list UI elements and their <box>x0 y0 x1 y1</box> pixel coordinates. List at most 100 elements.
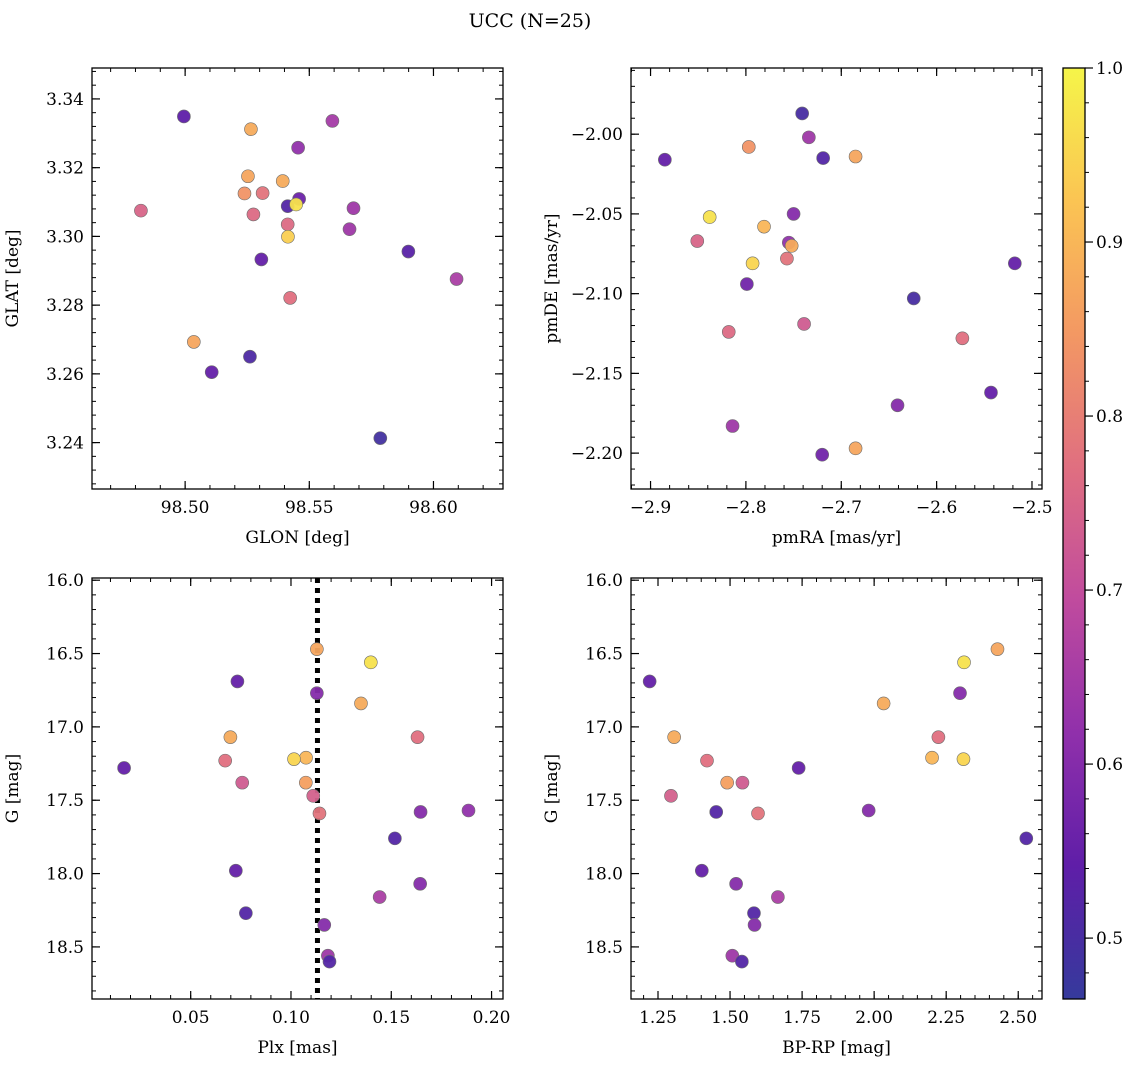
x-axis-label: BP-RP [mag] <box>782 1038 891 1058</box>
data-point <box>218 753 232 768</box>
data-point <box>725 419 740 433</box>
y-tick-label: 18.5 <box>46 938 84 958</box>
data-point <box>771 890 785 904</box>
data-point <box>410 730 425 744</box>
y-tick-label: −2.10 <box>571 285 623 305</box>
data-point <box>700 753 714 768</box>
data-point <box>388 831 402 846</box>
data-point <box>413 877 427 891</box>
data-point <box>289 197 303 212</box>
y-tick-label: 16.5 <box>585 645 623 665</box>
data-point <box>325 114 340 128</box>
y-tick-label: 17.5 <box>585 791 623 811</box>
x-axis-label: pmRA [mas/yr] <box>772 528 901 548</box>
x-tick-label: 0.20 <box>473 1008 511 1028</box>
data-point <box>246 207 261 222</box>
y-tick-label: −2.20 <box>571 444 623 464</box>
data-point <box>795 106 809 121</box>
data-point <box>957 655 971 670</box>
data-point <box>791 761 806 775</box>
data-point <box>667 730 681 744</box>
data-point <box>890 398 905 413</box>
data-point <box>747 918 762 932</box>
data-point <box>449 272 464 286</box>
data-point <box>401 244 416 259</box>
data-point <box>283 291 297 305</box>
y-axis-label: G [mag] <box>542 754 562 823</box>
x-tick-label: −2.5 <box>1011 498 1052 518</box>
data-point <box>354 696 368 711</box>
data-point <box>254 252 269 267</box>
data-point <box>310 642 324 656</box>
plot-frame <box>630 67 1043 490</box>
data-point <box>229 863 243 878</box>
x-tick-label: 2.50 <box>999 1008 1037 1028</box>
y-tick-label: 17.0 <box>46 718 84 738</box>
data-point <box>695 863 709 878</box>
x-tick-label: 0.10 <box>272 1008 310 1028</box>
data-point <box>306 789 321 803</box>
x-tick-label: 1.75 <box>783 1008 821 1028</box>
data-point <box>461 803 476 818</box>
x-axis-label: Plx [mas] <box>257 1038 337 1058</box>
colorbar-tick-label: 0.8 <box>1096 407 1123 427</box>
data-point <box>1008 256 1022 271</box>
y-tick-label: −2.05 <box>571 205 623 225</box>
y-tick-label: −2.00 <box>571 125 623 145</box>
panel-bprp-g: 1.25 1.50 1.75 2.00 2.25 2.50 16.0 16.5 17.0 17.5… <box>542 571 1043 1058</box>
data-point <box>241 169 255 184</box>
data-point <box>747 906 761 920</box>
y-tick-label: 18.0 <box>46 865 84 885</box>
plot-frame <box>91 67 504 490</box>
data-point <box>740 277 754 291</box>
plot-frame <box>630 577 1043 1000</box>
x-tick-label: −2.9 <box>630 498 671 518</box>
data-point <box>848 441 863 456</box>
data-point <box>816 151 830 165</box>
x-axis-label: GLON [deg] <box>245 528 349 548</box>
data-point <box>372 890 387 904</box>
data-point <box>729 877 743 891</box>
data-point <box>255 186 270 200</box>
y-axis-label: pmDE [mas/yr] <box>542 213 562 343</box>
data-point <box>1019 831 1034 846</box>
data-point <box>275 174 290 188</box>
x-tick-label: −2.6 <box>916 498 957 518</box>
data-point <box>237 186 252 201</box>
data-point <box>413 805 428 819</box>
data-point <box>925 750 939 765</box>
data-point <box>204 365 219 379</box>
panel-pmra-pmde: −2.9 −2.8 −2.7 −2.6 −2.5 −2.20 −2.15 −2.10 −2.05… <box>542 67 1053 548</box>
y-tick-label: 18.5 <box>585 938 623 958</box>
data-point <box>239 906 253 920</box>
data-point <box>786 207 801 221</box>
data-point <box>364 655 378 670</box>
panel-glon-glat: 98.50 98.55 98.60 3.24 3.26 3.28 3.30 3.32 3.34 G… <box>3 67 504 548</box>
scatter-panels: 98.50 98.55 98.60 3.24 3.26 3.28 3.30 3.32 3.34 G… <box>3 67 1053 1058</box>
data-point <box>243 349 257 364</box>
data-point <box>291 140 305 155</box>
data-point <box>690 234 705 248</box>
data-point <box>721 325 736 339</box>
data-point <box>223 730 238 744</box>
y-tick-label: 16.5 <box>46 645 84 665</box>
x-tick-label: −2.7 <box>821 498 862 518</box>
x-tick-label: 2.25 <box>927 1008 965 1028</box>
data-point <box>931 730 946 744</box>
y-tick-label: 3.26 <box>46 365 84 385</box>
data-point <box>346 201 361 216</box>
data-point <box>658 152 672 167</box>
data-point <box>815 447 829 462</box>
colorbar-tick-label: 1.0 <box>1096 59 1123 79</box>
data-point <box>664 789 678 803</box>
x-tick-label: 1.50 <box>711 1008 749 1028</box>
colorbar-frame <box>1062 67 1086 1000</box>
y-axis-label: G [mag] <box>3 754 23 823</box>
data-point <box>745 256 760 271</box>
data-point <box>280 217 295 232</box>
y-tick-label: 3.34 <box>46 90 84 110</box>
data-point <box>134 203 148 218</box>
data-point <box>990 642 1005 656</box>
data-point <box>244 122 258 136</box>
colorbar-tick-label: 0.5 <box>1096 929 1123 949</box>
